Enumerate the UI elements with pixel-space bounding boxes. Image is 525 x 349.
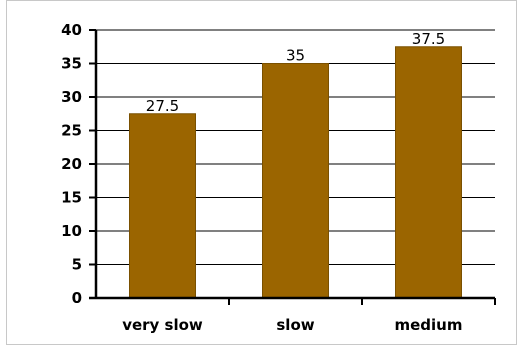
data-label: 35	[286, 47, 305, 65]
y-tick-label: 5	[72, 256, 82, 274]
bar	[395, 46, 462, 299]
x-category-label: very slow	[122, 316, 203, 334]
y-tick-label: 30	[61, 88, 82, 106]
bars	[129, 46, 462, 299]
bar	[129, 113, 196, 299]
x-category-label: slow	[276, 316, 314, 334]
x-category-label: medium	[395, 316, 463, 334]
y-tick-label: 20	[61, 155, 82, 173]
bar	[262, 63, 329, 299]
axes	[89, 29, 496, 305]
y-tick-label: 15	[61, 189, 82, 207]
data-label: 27.5	[146, 97, 179, 115]
y-tick-label: 40	[61, 21, 82, 39]
y-tick-label: 35	[61, 55, 82, 73]
x-category-labels: very slow slow medium	[122, 316, 462, 334]
y-tick-label: 0	[72, 289, 82, 307]
data-labels: 27.5 35 37.5	[146, 30, 445, 115]
y-tick-label: 10	[61, 222, 82, 240]
y-tick-label: 25	[61, 122, 82, 140]
y-tick-labels: 0 5 10 15 20 25 30 35 40	[61, 21, 82, 307]
data-label: 37.5	[412, 30, 445, 48]
